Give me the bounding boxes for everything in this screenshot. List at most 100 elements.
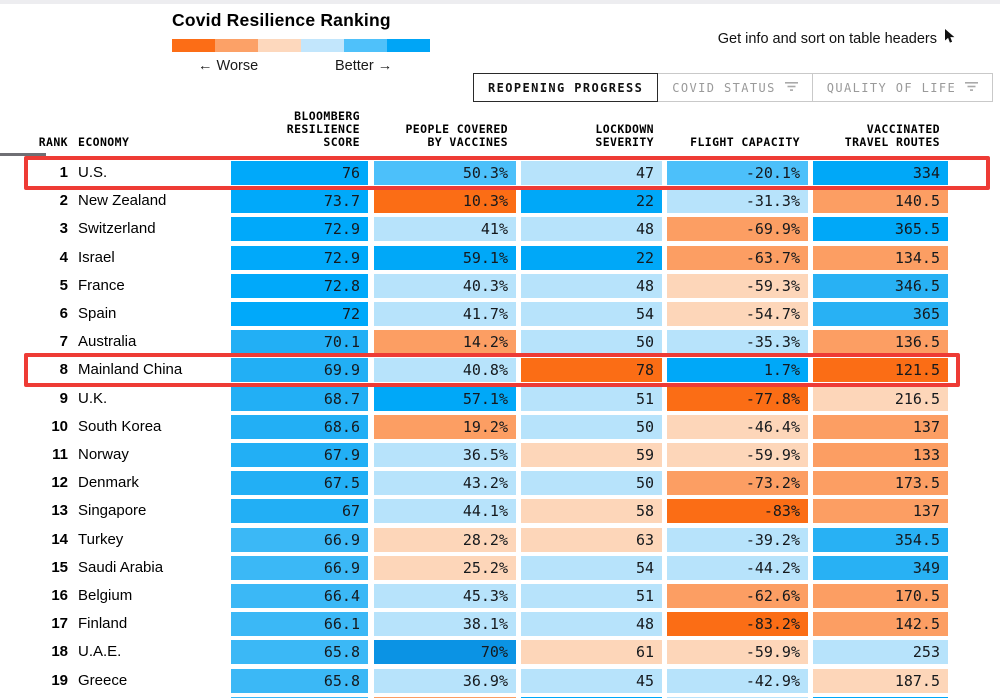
economy-name: Norway <box>78 446 129 463</box>
tab-reopening-progress[interactable]: REOPENING PROGRESS <box>473 73 659 102</box>
flight-cell: 1.7% <box>667 358 808 383</box>
economy-name: New Zealand <box>78 192 167 210</box>
color-scale-legend <box>172 39 430 52</box>
legend-swatch-2 <box>258 39 301 52</box>
legend-better-label: Better → <box>335 58 393 74</box>
score-cell: 66.4 <box>231 584 368 608</box>
lockdown-cell: 63 <box>521 527 662 552</box>
routes-cell <box>813 696 948 698</box>
flight-cell: -83.2% <box>667 612 808 637</box>
column-header-flight[interactable]: FLIGHT CAPACITY <box>690 135 800 149</box>
economy-name: U.K. <box>78 389 108 407</box>
flight-cell: -62.6% <box>667 584 808 608</box>
score-cell <box>231 696 368 698</box>
column-header-rank[interactable]: RANK <box>38 135 68 149</box>
score-cell: 72.9 <box>231 245 368 270</box>
column-header-routes[interactable]: VACCINATED TRAVEL ROUTES <box>844 122 940 149</box>
score-cell: 67.5 <box>231 471 368 496</box>
vaccines-cell: 45.3% <box>374 584 516 608</box>
table-row: 10 South Korea 68.6 19.2% 50 -46.4% 137 <box>0 414 1000 439</box>
lockdown-cell: 50 <box>521 414 662 439</box>
routes-cell: 136.5 <box>813 330 948 355</box>
vaccines-cell: 36.9% <box>374 668 516 693</box>
economy-name: Saudi Arabia <box>78 558 164 576</box>
lockdown-cell: 54 <box>521 555 662 580</box>
lockdown-cell <box>521 696 662 698</box>
rank: 1 <box>59 164 68 181</box>
economy-name: Spain <box>78 305 117 322</box>
lockdown-cell: 48 <box>521 612 662 637</box>
table-row: 8 Mainland China 69.9 40.8% 78 1.7% 121.5 <box>0 358 1000 383</box>
flight-cell: -83% <box>667 499 808 524</box>
rank: 15 <box>51 558 68 576</box>
flight-cell: -73.2% <box>667 471 808 496</box>
score-cell: 67.9 <box>231 443 368 467</box>
score-cell: 66.1 <box>231 612 368 637</box>
flight-cell: -63.7% <box>667 245 808 270</box>
rank: 5 <box>59 276 68 294</box>
economy-name: Finland <box>78 615 128 633</box>
lockdown-cell: 58 <box>521 499 662 524</box>
rank: 16 <box>51 587 68 604</box>
routes-cell: 137 <box>813 499 948 524</box>
vaccines-cell: 38.1% <box>374 612 516 637</box>
vaccines-cell: 40.3% <box>374 273 516 298</box>
routes-cell: 133 <box>813 443 948 467</box>
column-header-vaccines[interactable]: PEOPLE COVERED BY VACCINES <box>405 122 508 149</box>
table-row: 12 Denmark 67.5 43.2% 50 -73.2% 173.5 <box>0 471 1000 496</box>
vaccines-cell: 57.1% <box>374 386 516 411</box>
lockdown-cell: 61 <box>521 640 662 665</box>
legend-swatch-0 <box>172 39 215 52</box>
legend-swatch-3 <box>301 39 344 52</box>
lockdown-cell: 51 <box>521 386 662 411</box>
column-header-score[interactable]: BLOOMBERG RESILIENCE SCORE <box>286 109 360 149</box>
score-cell: 72.9 <box>231 217 368 242</box>
economy-name: Singapore <box>78 502 147 520</box>
routes-cell: 354.5 <box>813 527 948 552</box>
flight-cell: -59.9% <box>667 443 808 467</box>
rank: 17 <box>51 615 68 633</box>
score-cell: 67 <box>231 499 368 524</box>
tab-label: QUALITY OF LIFE <box>826 80 957 95</box>
score-cell: 76 <box>231 161 368 185</box>
page-title: Covid Resilience Ranking <box>172 10 391 30</box>
lockdown-cell: 22 <box>521 245 662 270</box>
rank: 12 <box>51 474 68 492</box>
lockdown-cell: 22 <box>521 189 662 214</box>
routes-cell: 121.5 <box>813 358 948 383</box>
table-row: 1 U.S. 76 50.3% 47 -20.1% 334 <box>0 161 1000 185</box>
flight-cell: -69.9% <box>667 217 808 242</box>
column-header-economy[interactable]: ECONOMY <box>78 135 130 149</box>
score-cell: 65.8 <box>231 640 368 665</box>
sort-hint-text: Get info and sort on table headers <box>717 30 937 47</box>
column-header-lockdown[interactable]: LOCKDOWN SEVERITY <box>595 122 654 149</box>
routes-cell: 170.5 <box>813 584 948 608</box>
flight-cell: -54.7% <box>667 302 808 326</box>
table-row: 16 Belgium 66.4 45.3% 51 -62.6% 170.5 <box>0 584 1000 608</box>
flight-cell: -46.4% <box>667 414 808 439</box>
score-cell: 68.7 <box>231 386 368 411</box>
score-cell: 68.6 <box>231 414 368 439</box>
tab-label: REOPENING PROGRESS <box>488 80 644 95</box>
lockdown-cell: 48 <box>521 217 662 242</box>
routes-cell: 216.5 <box>813 386 948 411</box>
table-row: 4 Israel 72.9 59.1% 22 -63.7% 134.5 <box>0 245 1000 270</box>
flight-cell: -31.3% <box>667 189 808 214</box>
economy-name: South Korea <box>78 417 162 435</box>
tab-quality-of-life[interactable]: QUALITY OF LIFE <box>811 73 994 102</box>
table-row: 18 U.A.E. 65.8 70% 61 -59.9% 253 <box>0 640 1000 665</box>
score-cell: 72 <box>231 302 368 326</box>
rank: 10 <box>51 417 68 435</box>
routes-cell: 349 <box>813 555 948 580</box>
economy-name: Switzerland <box>78 220 156 238</box>
score-cell: 73.7 <box>231 189 368 214</box>
vaccines-cell: 50.3% <box>374 161 516 185</box>
vaccines-cell: 14.2% <box>374 330 516 355</box>
lockdown-cell: 54 <box>521 302 662 326</box>
economy-name: Greece <box>78 671 128 689</box>
flight-cell: -20.1% <box>667 161 808 185</box>
table-row: 15 Saudi Arabia 66.9 25.2% 54 -44.2% 349 <box>0 555 1000 580</box>
economy-name: Israel <box>78 248 115 266</box>
tab-covid-status[interactable]: COVID STATUS <box>657 73 813 102</box>
table-row: 17 Finland 66.1 38.1% 48 -83.2% 142.5 <box>0 612 1000 637</box>
